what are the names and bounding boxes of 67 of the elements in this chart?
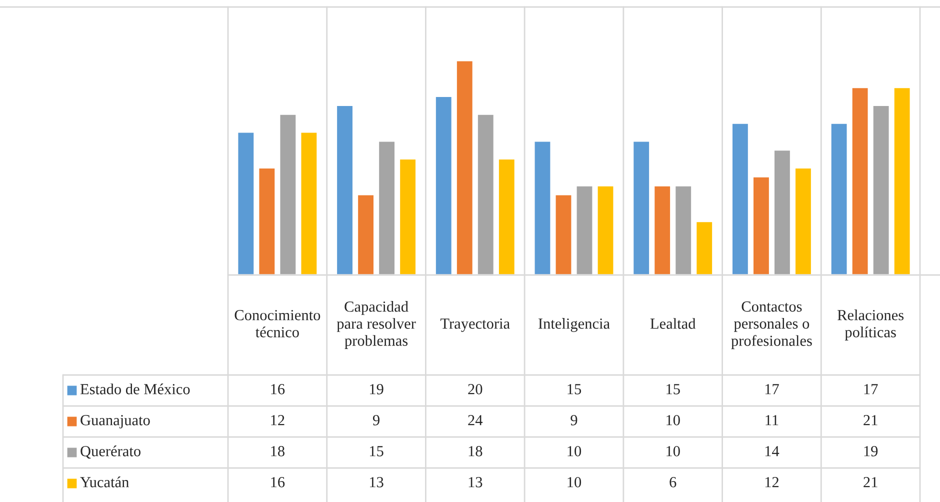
bar [398, 158, 417, 275]
x-tick-label: Trayectoria [440, 318, 510, 332]
data-label: 16 [271, 477, 285, 488]
bar [872, 104, 890, 275]
data-label: 12 [271, 415, 284, 426]
data-label: 10 [568, 446, 582, 456]
bar [773, 149, 792, 275]
bar [258, 167, 276, 275]
x-tick-label: Relaciones políticas [837, 310, 904, 340]
data-label: 20 [468, 384, 482, 394]
bar [653, 184, 672, 275]
bar [236, 131, 256, 275]
bar [575, 184, 594, 275]
bar [850, 86, 870, 275]
bar [498, 158, 516, 275]
data-label: 12 [765, 477, 779, 488]
x-tick-label: Conocimiento técnico [234, 310, 320, 338]
data-label: 17 [765, 384, 779, 394]
legend-label: Yucatán [80, 476, 129, 488]
bar [336, 104, 354, 275]
x-tick-label: Capacidad para resolver problemas [336, 301, 416, 349]
data-label: 18 [271, 446, 284, 456]
bar [830, 122, 848, 275]
legend-label: Querérato [80, 446, 140, 459]
data-label: 21 [864, 477, 878, 488]
data-label: 11 [766, 415, 778, 426]
legend-label: Estado de México [80, 384, 190, 394]
bar [456, 60, 474, 275]
data-label: 21 [864, 415, 878, 426]
bar [533, 140, 552, 275]
data-label: 19 [864, 446, 878, 456]
bar [674, 184, 692, 275]
bar [434, 96, 453, 275]
bar [752, 176, 770, 275]
data-label: 18 [468, 446, 482, 456]
data-label: 15 [666, 384, 680, 394]
bar [378, 140, 396, 275]
data-label: 10 [666, 446, 680, 456]
bar [794, 167, 812, 275]
bar [356, 194, 375, 275]
data-label: 16 [271, 384, 285, 394]
data-label: 9 [570, 415, 578, 426]
data-label: 13 [468, 477, 482, 488]
data-label: 10 [568, 477, 582, 488]
data-label: 17 [864, 384, 878, 394]
bar [554, 194, 573, 275]
data-label: 10 [666, 415, 680, 426]
x-tick-label: Inteligencia [538, 318, 610, 332]
bar [731, 122, 750, 275]
bar [596, 184, 615, 275]
bar [892, 86, 912, 275]
data-label: 6 [670, 477, 676, 488]
x-tick-label: Lealtad [650, 318, 696, 329]
bar [300, 131, 318, 275]
data-label: 19 [370, 384, 384, 394]
bar [278, 114, 298, 275]
bar [632, 140, 650, 275]
x-tick-label: Contactos personales o profesionales [731, 301, 812, 350]
data-label: 13 [370, 477, 384, 488]
bar [695, 220, 714, 275]
data-label: 24 [468, 415, 483, 426]
legend-label: Guanajuato [80, 415, 150, 428]
data-label: 14 [765, 446, 780, 456]
bar [476, 114, 495, 275]
data-label: 15 [370, 446, 384, 456]
data-label: 15 [568, 384, 582, 394]
data-label: 9 [372, 415, 380, 426]
